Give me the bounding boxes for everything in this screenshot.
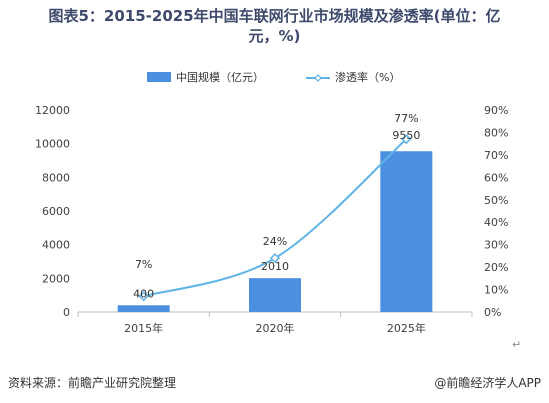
y-right-tick-label: 50%	[484, 194, 508, 207]
y-right-tick-label: 10%	[484, 284, 508, 297]
legend-line-marker	[314, 74, 322, 82]
y-right-tick-label: 90%	[484, 104, 508, 117]
chart-title: 图表5：2015-2025年中国车联网行业市场规模及渗透率(单位：亿 元，%)	[0, 6, 549, 46]
return-mark-icon: ↵	[512, 338, 522, 351]
line-point-marker	[401, 134, 412, 145]
bar-value-label: 400	[133, 287, 154, 300]
y-left-tick-label: 6000	[42, 205, 70, 218]
line-value-label: 77%	[394, 112, 418, 125]
y-left-tick-label: 8000	[42, 171, 70, 184]
y-right-tick-label: 30%	[484, 239, 508, 252]
chart-title-line-1: 图表5：2015-2025年中国车联网行业市场规模及渗透率(单位：亿	[48, 7, 501, 25]
y-left-tick-label: 10000	[35, 138, 70, 151]
bar-2015年	[117, 305, 170, 312]
y-right-tick-label: 40%	[484, 216, 508, 229]
y-left-tick-label: 2000	[42, 272, 70, 285]
x-tick-label: 2015年	[124, 321, 163, 335]
bar-2025年	[380, 151, 433, 312]
source-note: 资料来源：前瞻产业研究院整理	[8, 376, 177, 390]
line-value-label: 7%	[135, 258, 152, 271]
bar-value-label: 2010	[261, 260, 289, 273]
y-right-tick-label: 20%	[484, 261, 508, 274]
y-left-tick-label: 0	[63, 306, 70, 319]
y-left-tick-label: 12000	[35, 104, 70, 117]
bar-value-label: 9550	[392, 129, 420, 142]
legend-bar-label: 中国规模（亿元）	[176, 70, 264, 84]
brand-credit: @前瞻经济学人APP	[434, 376, 541, 390]
chart-title-line-2: 元，%)	[248, 27, 301, 45]
y-right-tick-label: 60%	[484, 171, 508, 184]
y-left-tick-label: 4000	[42, 239, 70, 252]
y-right-tick-label: 80%	[484, 126, 508, 139]
y-right-tick-label: 0%	[484, 306, 501, 319]
x-tick-label: 2025年	[387, 321, 426, 335]
line-point-marker	[269, 253, 281, 264]
line-point-marker	[138, 291, 149, 302]
y-right-tick-label: 70%	[484, 149, 508, 162]
line-value-label: 24%	[263, 235, 287, 248]
x-tick-label: 2020年	[256, 321, 295, 335]
bar-2020年	[249, 278, 301, 312]
legend-line-label: 渗透率（%）	[335, 70, 400, 84]
legend-bar-swatch	[147, 72, 171, 82]
